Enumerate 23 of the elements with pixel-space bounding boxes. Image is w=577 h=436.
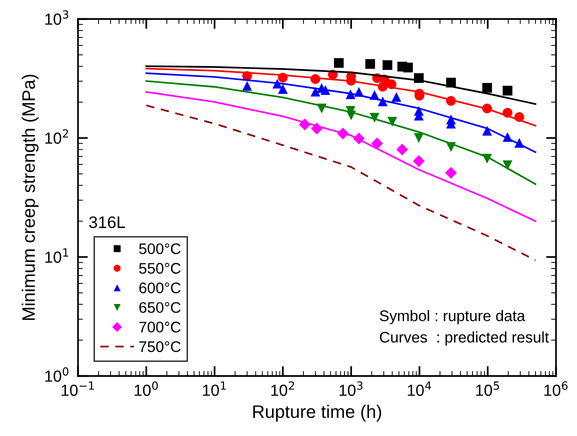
x-tick-label: 10$^{1}$ [203,382,226,396]
annotation: 316L [89,216,126,228]
x-tick-label: 10$^{6}$ [544,381,568,396]
x-tick-label: 10$^{4}$ [408,382,432,396]
x-tick-label: 10$^{3}$ [340,381,362,396]
legend-label: 600°C [139,282,181,294]
y-tick-label: 10$^{0}$ [45,367,68,382]
y-tick-label: 10$^{3}$ [45,10,68,25]
y-axis-title: Minimum creep strength (MPa) [22,74,39,320]
y-tick-label: 10$^{2}$ [45,129,68,144]
legend-label: 700°C [139,322,181,332]
x-axis-title: Rupture time (h) [253,404,382,422]
legend-label: 650°C [139,302,181,313]
annotation: Curves : predicted result [380,331,549,346]
x-tick-label: 10$^{5}$ [476,382,499,396]
y-tick-label: 10$^{1}$ [45,248,68,263]
legend-label: 750°C [139,341,181,352]
x-tick-label: 10$^{−1}$ [62,382,94,396]
legend-label: 550°C [139,262,181,274]
x-tick-label: 10$^{2}$ [271,381,294,396]
legend-label: 500°C [139,243,181,254]
x-tick-label: 10$^{0}$ [134,381,158,396]
annotation: Symbol : rupture data [380,310,526,324]
